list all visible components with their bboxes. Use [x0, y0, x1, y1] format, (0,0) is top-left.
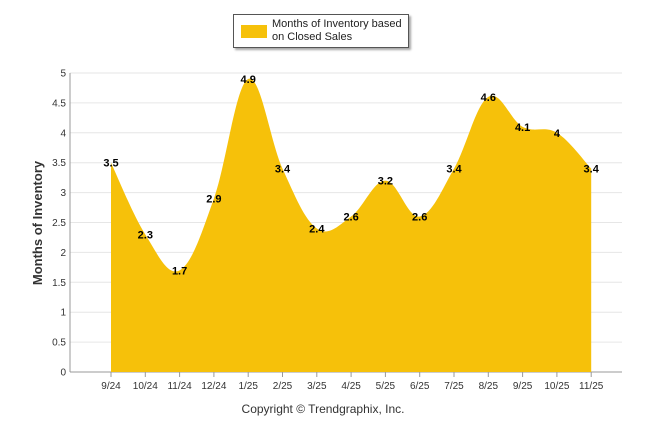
x-tick-label: 8/25 — [479, 381, 499, 392]
x-tick-label: 10/25 — [544, 381, 569, 392]
x-tick-label: 7/25 — [444, 381, 464, 392]
legend-swatch — [241, 25, 267, 38]
data-label: 2.3 — [138, 229, 153, 241]
x-tick-label: 9/25 — [513, 381, 533, 392]
y-tick-label: 4.5 — [52, 98, 66, 109]
y-tick-label: 2.5 — [52, 218, 66, 229]
x-tick-label: 11/24 — [167, 381, 192, 392]
data-label: 2.4 — [309, 223, 325, 235]
x-tick-label: 4/25 — [341, 381, 361, 392]
y-tick-label: 0 — [60, 368, 66, 379]
x-tick-label: 6/25 — [410, 381, 430, 392]
y-tick-label: 4 — [60, 128, 66, 139]
x-tick-label: 3/25 — [307, 381, 327, 392]
x-tick-label: 9/24 — [101, 381, 121, 392]
y-tick-label: 0.5 — [52, 338, 66, 349]
x-tick-labels: 9/24 10/24 11/24 12/24 1/25 2/25 3/25 4/25 5/25 6… — [101, 372, 604, 392]
data-label: 2.6 — [412, 212, 427, 224]
series-area — [111, 78, 592, 372]
x-tick-label: 10/24 — [133, 381, 158, 392]
legend[interactable]: Months of Inventory based on Closed Sale… — [233, 14, 409, 48]
data-label: 4 — [554, 128, 561, 140]
data-label: 3.5 — [103, 158, 118, 170]
x-tick-label: 11/25 — [579, 381, 604, 392]
x-tick-label: 12/24 — [201, 381, 226, 392]
y-tick-label: 3 — [60, 188, 66, 199]
y-axis-title: Months of Inventory — [30, 160, 45, 285]
y-tick-labels: 0 0.5 1 1.5 2 2.5 3 3.5 4 4.5 5 — [52, 69, 66, 379]
y-tick-label: 3.5 — [52, 158, 66, 169]
data-label: 3.4 — [275, 164, 291, 176]
area-layer — [111, 78, 592, 372]
y-tick-label: 1 — [60, 308, 66, 319]
y-tick-label: 5 — [60, 69, 66, 80]
data-label: 4.6 — [481, 92, 496, 104]
x-tick-label: 2/25 — [273, 381, 293, 392]
data-label: 3.4 — [446, 164, 462, 176]
data-label: 2.6 — [343, 212, 358, 224]
copyright-text: Copyright © Trendgraphix, Inc. — [241, 402, 405, 416]
x-tick-label: 1/25 — [238, 381, 258, 392]
data-label: 3.4 — [584, 164, 600, 176]
data-label: 1.7 — [172, 265, 187, 277]
y-tick-label: 1.5 — [52, 278, 66, 289]
x-tick-label: 5/25 — [376, 381, 396, 392]
data-label: 2.9 — [206, 194, 221, 206]
data-label: 3.2 — [378, 176, 393, 188]
data-labels: 3.5 2.3 1.7 2.9 4.9 3.4 2.4 2.6 3.2 2.6 3.4 4.6 4.1 4… — [103, 74, 599, 277]
y-tick-label: 2 — [60, 248, 66, 259]
data-label: 4.9 — [241, 74, 256, 86]
data-label: 4.1 — [515, 122, 530, 134]
legend-label: Months of Inventory based on Closed Sale… — [272, 18, 402, 43]
